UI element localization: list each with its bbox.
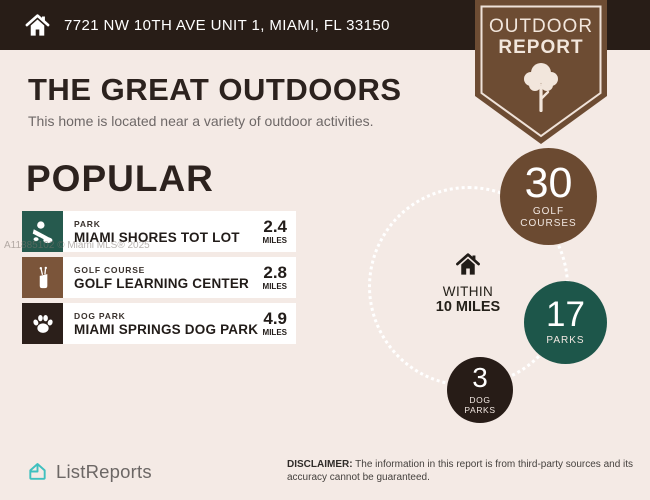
bubble-label: GOLF COURSES — [520, 206, 577, 230]
address-text: 7721 NW 10TH AVE UNIT 1, MIAMI, FL 33150 — [64, 16, 390, 34]
outdoor-report-badge: OUTDOOR REPORT — [475, 0, 607, 144]
disclaimer-label: DISCLAIMER: — [287, 459, 353, 470]
brand-name: ListReports — [56, 460, 152, 482]
badge-line1: OUTDOOR — [489, 16, 593, 37]
badge-line2: REPORT — [498, 37, 583, 58]
list-item-golf-course: GOLF COURSE GOLF LEARNING CENTER 2.8 MIL… — [22, 257, 296, 298]
item-distance-unit: MILES — [262, 328, 287, 337]
popular-list: PARK MIAMI SHORES TOT LOT 2.4 MILES GOLF… — [22, 211, 296, 344]
item-distance-unit: MILES — [262, 282, 287, 291]
bubble-label: DOG PARKS — [464, 394, 496, 415]
list-item-park: PARK MIAMI SHORES TOT LOT 2.4 MILES — [22, 211, 296, 252]
radius-center-label: WITHIN 10 MILES — [416, 251, 520, 315]
listreports-house-icon — [29, 463, 46, 480]
popular-heading: POPULAR — [26, 158, 214, 199]
disclaimer-text: DISCLAIMER: The information in this repo… — [287, 459, 634, 484]
bubble-golf-courses: 30 GOLF COURSES — [500, 148, 597, 245]
bubble-value: 30 — [524, 158, 573, 207]
item-distance: 2.8 — [263, 263, 287, 282]
bubble-dog-parks: 3 DOG PARKS — [447, 357, 513, 423]
playground-icon — [22, 211, 63, 252]
bubble-value: 3 — [472, 362, 488, 394]
item-distance: 2.4 — [263, 217, 287, 236]
home-icon — [25, 13, 50, 36]
item-distance: 4.9 — [263, 309, 287, 328]
tree-icon — [524, 63, 558, 112]
item-name: GOLF LEARNING CENTER — [74, 275, 249, 291]
item-category: GOLF COURSE — [74, 264, 146, 275]
mls-watermark: A11885102 © Miami MLS® 2025 — [4, 240, 150, 251]
bubble-label: PARKS — [546, 334, 585, 346]
item-category: PARK — [74, 218, 101, 229]
bubble-value: 17 — [546, 295, 585, 335]
page-subtitle: This home is located near a variety of o… — [28, 113, 374, 129]
bubble-parks: 17 PARKS — [524, 281, 607, 364]
item-name: MIAMI SHORES TOT LOT — [74, 229, 240, 245]
list-item-dog-park: DOG PARK MIAMI SPRINGS DOG PARK 4.9 MILE… — [22, 303, 296, 344]
page-title: THE GREAT OUTDOORS — [28, 72, 402, 107]
golf-bag-icon — [22, 257, 63, 298]
item-name: MIAMI SPRINGS DOG PARK — [74, 321, 259, 337]
miles-label: 10 MILES — [435, 299, 501, 315]
within-label: WITHIN — [442, 284, 494, 299]
item-distance-unit: MILES — [262, 236, 287, 245]
item-category: DOG PARK — [74, 310, 126, 321]
listreports-logo: ListReports — [26, 460, 152, 483]
home-icon — [456, 253, 480, 275]
paw-icon — [22, 303, 63, 344]
